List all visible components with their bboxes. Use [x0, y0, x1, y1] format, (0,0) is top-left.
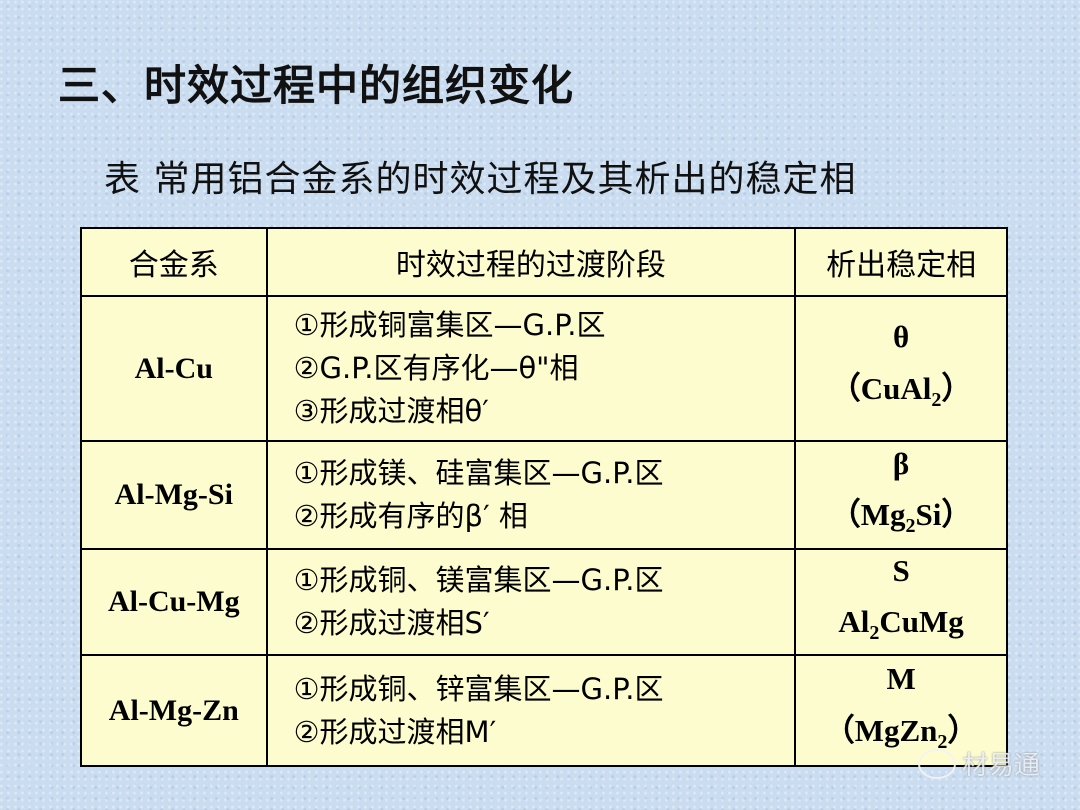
alloy-cell: Al-Mg-Si	[80, 440, 268, 550]
phase-cell: β （Mg2Si）	[794, 440, 1008, 550]
phase-text: ）	[941, 370, 973, 406]
stages-cell: ①形成铜、锌富集区—G.P.区 ②形成过渡相M′	[265, 654, 797, 767]
phase-text: ）	[947, 712, 979, 748]
phase-text: β	[892, 445, 910, 481]
phase-subscript: 2	[869, 622, 880, 645]
table-caption: 表 常用铝合金系的时效过程及其析出的稳定相	[104, 159, 857, 200]
stages-cell: ①形成铜富集区—G.P.区 ②G.P.区有序化—θ"相 ③形成过渡相θ′	[265, 295, 797, 442]
table-row: Al-Mg-Zn ①形成铜、锌富集区—G.P.区 ②形成过渡相M′ M （MgZn2）	[80, 654, 1008, 767]
phase-text: （Mg	[829, 497, 906, 532]
phase-cell: θ （CuAl2）	[794, 295, 1008, 442]
phase-line: M	[796, 659, 1006, 710]
watermark: 材易通	[918, 745, 1040, 782]
phase-line: （CuAl2）	[796, 369, 1006, 420]
phase-subscript: 2	[931, 388, 942, 411]
watermark-text: 材易通	[962, 751, 1041, 781]
alloy-cell: Al-Mg-Zn	[80, 654, 268, 767]
stage-line: ①形成铜、镁富集区—G.P.区	[293, 563, 664, 597]
alloy-cell: Al-Cu-Mg	[80, 548, 268, 656]
phase-cell: M （MgZn2）	[794, 654, 1008, 767]
stage-line: ②形成有序的β′ 相	[293, 499, 528, 533]
stage-line: ②形成过渡相M′	[293, 714, 497, 749]
phase-subscript: 2	[905, 515, 916, 538]
phase-text: Si）	[915, 497, 973, 532]
slide-title: 三、时效过程中的组织变化	[58, 61, 575, 110]
header-row: 合金系 时效过程的过渡阶段 析出稳定相	[80, 227, 1008, 297]
phase-line: （Mg2Si）	[796, 495, 1006, 546]
stage-line: ③形成过渡相θ′	[293, 394, 489, 428]
phase-line: （MgZn2）	[796, 711, 1006, 762]
stage-line: ①形成铜、锌富集区—G.P.区	[293, 671, 664, 706]
phase-text: Al	[838, 604, 870, 639]
stage-line: ①形成镁、硅富集区—G.P.区	[293, 456, 664, 490]
phase-text: θ	[892, 319, 910, 355]
phase-text: M	[886, 661, 916, 697]
phase-text: （MgZn	[823, 712, 938, 748]
stage-line: ①形成铜富集区—G.P.区	[293, 308, 606, 342]
header-phase: 析出稳定相	[794, 227, 1008, 297]
phase-text: CuMg	[879, 604, 964, 639]
phase-subscript: 2	[937, 730, 948, 753]
phase-text: （CuAl	[829, 370, 932, 406]
phase-cell: S Al2CuMg	[794, 548, 1008, 656]
stages-cell: ①形成铜、镁富集区—G.P.区 ②形成过渡相S′	[265, 548, 797, 656]
table-row: Al-Cu ①形成铜富集区—G.P.区 ②G.P.区有序化—θ"相 ③形成过渡相θ′ θ…	[80, 295, 1008, 442]
table-row: Al-Cu-Mg ①形成铜、镁富集区—G.P.区 ②形成过渡相S′ S Al2CuMg	[80, 548, 1008, 656]
phase-line: S	[796, 551, 1006, 602]
phase-text: S	[892, 552, 910, 588]
aging-table: 合金系 时效过程的过渡阶段 析出稳定相 Al-Cu ①形成铜富集区—G.P.区 ②G…	[80, 227, 1008, 767]
phase-line: Al2CuMg	[796, 602, 1006, 653]
phase-line: β	[796, 444, 1006, 495]
stage-line: ②形成过渡相S′	[293, 606, 490, 640]
alloy-cell: Al-Cu	[80, 295, 268, 442]
wechat-icon	[918, 748, 956, 779]
stages-cell: ①形成镁、硅富集区—G.P.区 ②形成有序的β′ 相	[265, 440, 797, 550]
stage-line: ②G.P.区有序化—θ"相	[293, 351, 579, 385]
table-row: Al-Mg-Si ①形成镁、硅富集区—G.P.区 ②形成有序的β′ 相 β （Mg2Si…	[80, 440, 1008, 550]
phase-line: θ	[796, 317, 1006, 368]
header-alloy: 合金系	[80, 227, 268, 297]
header-stages: 时效过程的过渡阶段	[265, 227, 797, 297]
